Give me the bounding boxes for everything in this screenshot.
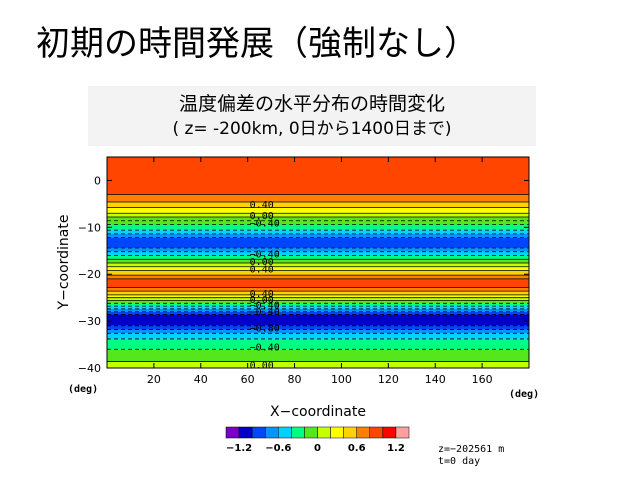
heatmap-band-1: [107, 194, 529, 203]
contour-label-9: −0.40: [250, 307, 280, 318]
heatmap-band-18: [107, 278, 529, 288]
contour-label-10: −0.80: [250, 324, 280, 335]
heatmap-band-0: [107, 157, 529, 195]
contour-label-3: −0.40: [250, 250, 280, 261]
x-axis-ticks: 20 40 60 80 100 120 140 160: [147, 157, 493, 386]
x-tick-label-1: 40: [194, 373, 208, 386]
heatmap-band-26: [107, 308, 529, 312]
contour-label-0: 0.40: [250, 200, 274, 211]
contour-label-5: 0.40: [250, 265, 274, 276]
y-tick-label-4: −40: [78, 362, 101, 375]
colorbar-swatch-8: [330, 426, 344, 439]
heatmap-band-2: [107, 202, 529, 208]
colorbar-swatch-4: [278, 426, 292, 439]
x-axis-label: X−coordinate: [270, 404, 366, 420]
colorbar-swatch-9: [343, 426, 357, 439]
x-tick-label-5: 120: [378, 373, 399, 386]
contour-label-6: 0.40: [250, 289, 274, 300]
heatmap-band-16: [107, 270, 529, 276]
x-axis-unit: (deg): [68, 384, 98, 395]
heatmap-band-24: [107, 303, 529, 307]
plot-frame: [106, 156, 530, 369]
heatmap-band-27: [107, 311, 529, 315]
heatmap-band-4: [107, 213, 529, 218]
slide-title: 初期の時間発展（強制なし）: [36, 24, 478, 64]
x-tick-label-6: 140: [425, 373, 446, 386]
x-tick-label-2: 60: [241, 373, 255, 386]
y-tick-label-2: −20: [78, 268, 101, 281]
z-level-readout: z=−202561 m: [438, 444, 505, 455]
heatmap-band-30: [107, 329, 529, 334]
colorbar-swatch-10: [356, 426, 371, 439]
contour-lines: [107, 194, 529, 362]
contour-label-8: −0.40: [250, 301, 280, 312]
colorbar-swatch-12: [382, 426, 397, 439]
colorbar-swatch-1: [238, 426, 253, 439]
x-tick-label-3: 80: [288, 373, 302, 386]
colorbar: [225, 426, 410, 439]
x-tick-label-0: 20: [147, 373, 161, 386]
heatmap-band-8: [107, 233, 529, 238]
contour-label-12: 0.00: [250, 361, 274, 372]
colorbar-swatch-13: [395, 426, 410, 439]
colorbar-swatch-11: [369, 426, 384, 439]
colorbar-swatch-3: [264, 426, 279, 439]
y-axis-ticks: 0 −10 −20 −30 −40: [78, 174, 529, 375]
heatmap-band-14: [107, 262, 529, 267]
heatmap-band-19: [107, 287, 529, 292]
heatmap-band-7: [107, 230, 529, 234]
heatmap-band-23: [107, 300, 529, 304]
heatmap-band-11: [107, 251, 529, 256]
colorbar-swatch-6: [304, 426, 318, 439]
colorbar-tick-label-4: 1.2: [387, 443, 405, 454]
heatmap-band-20: [107, 291, 529, 295]
heatmap-band-13: [107, 259, 529, 263]
heatmap-band-15: [107, 266, 529, 271]
y-tick-label-3: −30: [78, 315, 101, 328]
y-axis-label: Y−coordinate: [56, 215, 72, 311]
heatmap-band-12: [107, 255, 529, 260]
y-tick-label-1: −10: [78, 221, 101, 234]
colorbar-tick-label-2: 0: [314, 443, 321, 454]
heatmap-band-32: [107, 338, 529, 350]
heatmap-band-21: [107, 294, 529, 298]
contour-labels: 0.400.00−0.40−0.400.000.400.400.00−0.40−…: [250, 200, 280, 372]
colorbar-tick-label-1: −0.6: [265, 443, 291, 454]
contour-label-1: 0.00: [250, 211, 274, 222]
heatmap-band-25: [107, 306, 529, 309]
y-tick-label-0: 0: [94, 174, 101, 187]
heatmap-band-17: [107, 275, 529, 279]
heatmap-band-29: [107, 325, 529, 330]
contour-label-11: −0.40: [250, 342, 280, 353]
contour-label-4: 0.00: [250, 257, 274, 268]
heatmap-band-33: [107, 349, 529, 362]
heatmap-band-6: [107, 224, 529, 231]
x-axis-unit-right: (deg): [509, 389, 539, 400]
colorbar-swatch-5: [291, 426, 305, 439]
colorbar-swatch-7: [317, 426, 331, 439]
x-tick-label-4: 100: [331, 373, 352, 386]
time-readout: t=0 day: [438, 456, 481, 467]
heatmap-band-9: [107, 237, 529, 248]
heatmap-band-31: [107, 333, 529, 339]
contour-label-7: 0.00: [250, 295, 274, 306]
colorbar-swatch-0: [225, 426, 240, 439]
heatmap-band-10: [107, 247, 529, 252]
heatmap-band-28: [107, 314, 529, 326]
heatmap-band-34: [107, 361, 529, 368]
subtitle-line-2: ( z= -200km, 0日から1400日まで): [172, 119, 452, 139]
subtitle-box: 温度偏差の水平分布の時間変化 ( z= -200km, 0日から1400日まで): [88, 86, 536, 146]
colorbar-swatch-2: [251, 426, 266, 439]
colorbar-tick-label-0: −1.2: [226, 443, 252, 454]
x-tick-label-7: 160: [472, 373, 493, 386]
heatmap-band-3: [107, 207, 529, 214]
contour-label-2: −0.40: [250, 219, 280, 230]
heatmap-bands: [107, 157, 529, 368]
colorbar-ticks: −1.2 −0.6 0 0.6 1.2: [226, 443, 405, 454]
colorbar-tick-label-3: 0.6: [348, 443, 366, 454]
heatmap-band-22: [107, 297, 529, 301]
subtitle-line-1: 温度偏差の水平分布の時間変化: [178, 93, 445, 115]
